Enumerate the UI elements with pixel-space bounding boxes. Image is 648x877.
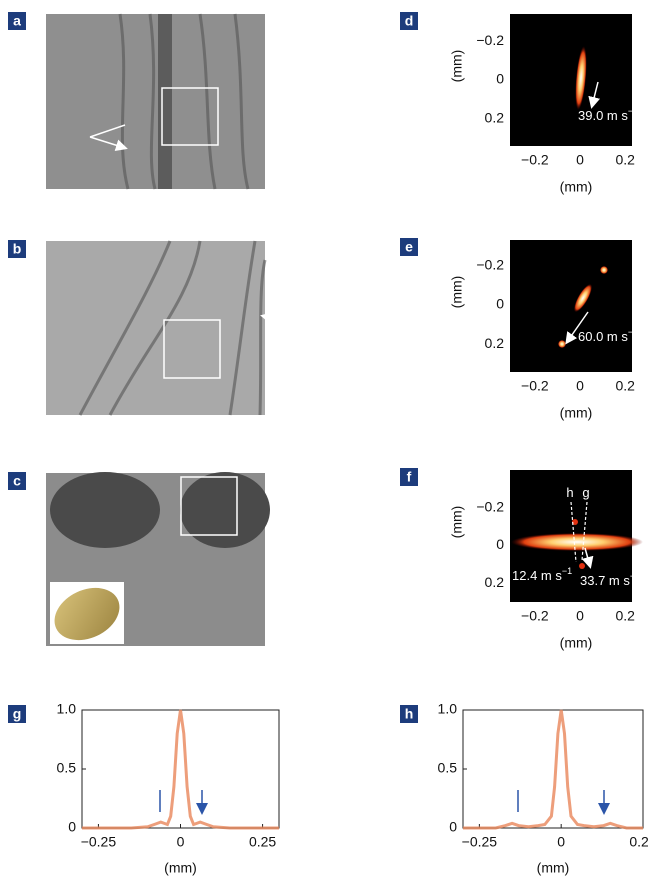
annotation-sup: −1 [562,566,572,576]
x-axis-label: (mm) [537,860,570,876]
y-tick-label: −0.2 [476,256,504,272]
x-tick-label: −0.25 [81,834,117,850]
annotation-text: 33.7 m s [580,573,630,588]
figure: abcd−0.200.2−0.200.2(mm)(mm)39.0 m s−1e−… [0,0,648,877]
y-tick-label: 0.5 [438,760,458,776]
annotation-sup: −1 [628,327,638,337]
annotation-text: 60.0 m s [578,329,628,344]
profile-line [463,710,643,828]
panel-label: h [405,706,414,722]
panel-label: g [13,706,22,722]
x-tick-label: 0.25 [249,834,276,850]
annotation-text: h [566,485,573,500]
x-tick-label: 0 [177,834,185,850]
panel-label: a [13,13,21,29]
arrow [518,790,604,812]
streak [558,340,566,348]
panel-label: c [13,473,21,489]
x-axis-label: (mm) [164,860,197,876]
y-tick-label: 1.0 [438,701,458,717]
y-tick-label: 0 [496,296,504,312]
texture [180,472,270,548]
y-tick-label: 0.2 [485,335,505,351]
annotation-text: g [582,485,589,500]
x-axis-label: (mm) [560,405,593,421]
y-tick-label: −0.2 [476,498,504,514]
x-tick-label: −0.2 [521,608,549,624]
map-image [510,14,632,146]
y-tick-label: 1.0 [57,701,77,717]
y-axis-label: (mm) [449,50,465,83]
y-tick-label: 0 [496,536,504,552]
y-tick-label: −0.2 [476,32,504,48]
y-axis-label: (mm) [449,276,465,309]
map-image [510,240,632,372]
annotation-text: 12.4 m s [512,568,562,583]
micrograph [46,14,265,189]
texture [158,14,172,189]
x-tick-label: 0.2 [615,608,635,624]
y-tick-label: 0 [68,819,76,835]
micrograph [46,241,265,415]
x-tick-label: 0.25 [629,834,648,850]
x-axis-label: (mm) [560,635,593,651]
x-tick-label: −0.2 [521,152,549,168]
streak [600,266,608,274]
x-tick-label: 0 [576,608,584,624]
y-tick-label: 0 [449,819,457,835]
panel-label: b [13,241,22,257]
x-tick-label: 0.2 [615,152,635,168]
annotation-sup: −1 [628,106,638,116]
texture [50,472,160,548]
panel-label: e [405,239,413,255]
x-tick-label: 0.2 [615,378,635,394]
x-tick-label: 0 [576,378,584,394]
annotation: g [582,485,589,500]
y-tick-label: 0 [496,71,504,87]
arrow [263,284,290,322]
x-tick-label: 0 [557,834,565,850]
arrow [160,790,202,812]
y-tick-label: 0.5 [57,760,77,776]
plot-frame [82,710,279,828]
annotation: h [566,485,573,500]
spot [579,563,585,569]
y-tick-label: 0.2 [485,110,505,126]
streak [511,533,643,551]
x-tick-label: −0.25 [462,834,498,850]
y-tick-label: 0.2 [485,574,505,590]
x-tick-label: 0 [576,152,584,168]
x-tick-label: −0.2 [521,378,549,394]
annotation-sup: −1 [630,571,640,581]
x-axis-label: (mm) [560,179,593,195]
profile-line [82,710,279,828]
panel-label: d [405,13,414,29]
page: {"panels": [{"label": "a"}, {"label": "b… [0,0,648,877]
annotation-text: 39.0 m s [578,108,628,123]
panel-label: f [407,469,412,485]
y-axis-label: (mm) [449,506,465,539]
